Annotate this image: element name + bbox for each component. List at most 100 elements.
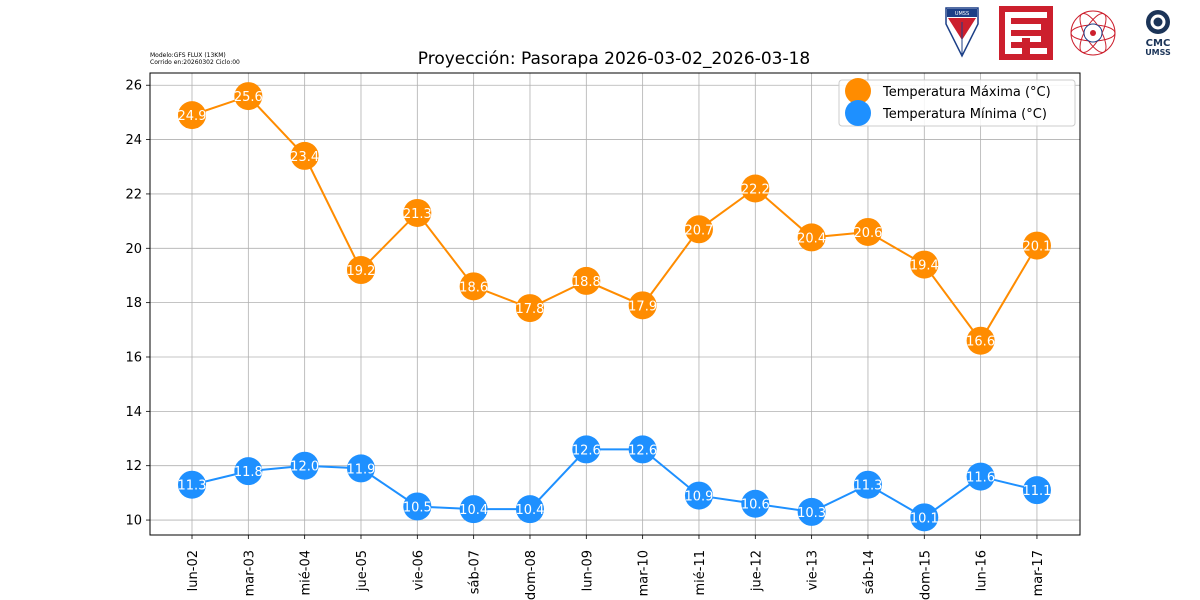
data-label: 11.3: [853, 479, 882, 494]
data-label: 18.8: [572, 275, 601, 290]
x-tick-label: lun-16: [975, 550, 990, 591]
y-tick-label: 20: [125, 242, 142, 257]
y-tick-label: 16: [125, 350, 142, 365]
data-point: [178, 470, 206, 499]
data-point: [515, 294, 544, 323]
legend-label: Temperatura Mínima (°C): [882, 107, 1047, 122]
data-point: [966, 326, 995, 355]
legend-marker: [845, 100, 871, 126]
data-label: 20.4: [797, 231, 826, 246]
data-point: [966, 462, 995, 491]
x-tick-label: mar-17: [1031, 550, 1046, 596]
data-label: 17.9: [628, 299, 657, 314]
data-point: [346, 256, 375, 285]
data-point: [684, 481, 713, 510]
legend: Temperatura Máxima (°C) Temperatura Mínim…: [838, 78, 1076, 127]
data-point: [178, 101, 206, 130]
data-label: 25.6: [234, 90, 263, 105]
data-label: 24.9: [178, 109, 207, 124]
data-label: 10.4: [516, 503, 545, 518]
data-point: [910, 503, 939, 532]
grid-layer: [150, 73, 1080, 535]
x-tick-label: jue-05: [355, 550, 370, 592]
x-tick-label: jue-12: [749, 550, 764, 592]
data-label: 11.6: [966, 471, 995, 486]
data-label: 10.6: [741, 498, 770, 513]
data-point: [572, 435, 601, 464]
legend-box: [838, 79, 1076, 127]
data-point: [459, 495, 488, 524]
data-point: [797, 223, 826, 252]
data-point: [853, 217, 882, 246]
x-tick-label: vie-06: [411, 550, 426, 591]
data-point: [1022, 231, 1051, 260]
data-point: [628, 291, 657, 320]
cmc-text: CMC: [1146, 38, 1171, 49]
series-layer: 24.9 25.6 23.4 19.2 21.3 18.6 17.8 18.8 17.9 20.7…: [178, 82, 1051, 532]
data-point: [290, 451, 319, 480]
data-label: 10.5: [403, 500, 432, 515]
data-point: [234, 457, 263, 486]
data-label: 23.4: [290, 150, 319, 165]
data-label: 11.3: [178, 479, 207, 494]
series-line: [191, 448, 1038, 519]
data-point: [628, 435, 657, 464]
data-point: [290, 141, 319, 170]
data-point: [1022, 476, 1051, 505]
data-point: [684, 215, 713, 244]
data-point: [403, 492, 432, 521]
cmc-sub-text: UMSS: [1145, 48, 1171, 57]
data-point: [572, 266, 601, 295]
x-tick-label: mar-03: [242, 550, 257, 596]
x-tick-label: sáb-07: [468, 550, 483, 594]
x-tick-label: dom-08: [524, 550, 539, 600]
x-tick-label: sáb-14: [862, 550, 877, 594]
cmc-umss-logo: CMC UMSS: [1145, 10, 1171, 57]
data-label: 10.3: [797, 506, 826, 521]
y-tick-label: 12: [125, 459, 142, 474]
x-tick-label: dom-15: [918, 550, 933, 600]
data-point: [234, 82, 263, 111]
y-tick-label: 22: [125, 187, 142, 202]
y-tick-label: 24: [125, 133, 142, 148]
legend-marker: [845, 78, 871, 104]
legend-label: Temperatura Máxima (°C): [882, 85, 1051, 100]
data-label: 18.6: [459, 280, 488, 295]
axes-layer: lun-02 mar-03 mié-04 jue-05 vie-06 sáb-07 dom-…: [125, 72, 1081, 600]
y-tick-label: 14: [125, 405, 142, 420]
data-label: 10.1: [910, 511, 939, 526]
y-tick-label: 18: [125, 296, 142, 311]
y-tick-label: 26: [125, 79, 142, 94]
y-tick-label: 10: [125, 514, 142, 529]
series-min: 11.3 11.8 12.0 11.9 10.5 10.4 10.4 12.6 12.6 10.9…: [178, 435, 1051, 532]
x-tick-label: lun-02: [186, 550, 201, 591]
data-label: 20.1: [1022, 240, 1051, 255]
series-line: [191, 94, 1038, 343]
data-label: 11.9: [347, 462, 376, 477]
umss-badge-text: UMSS: [955, 11, 969, 17]
data-label: 10.4: [459, 503, 488, 518]
x-tick-label: mar-10: [637, 550, 652, 596]
chart-title: Proyección: Pasorapa 2026-03-02_2026-03-…: [418, 49, 811, 69]
series-max: 24.9 25.6 23.4 19.2 21.3 18.6 17.8 18.8 17.9 20.7…: [178, 82, 1051, 355]
data-label: 20.7: [684, 223, 713, 238]
data-label: 17.8: [516, 302, 545, 317]
data-label: 11.8: [234, 465, 263, 480]
data-point: [459, 272, 488, 301]
data-label: 11.1: [1022, 484, 1051, 499]
data-label: 12.6: [572, 443, 601, 458]
data-point: [910, 250, 939, 279]
plot-frame: [149, 72, 1081, 536]
data-label: 16.6: [966, 335, 995, 350]
data-label: 12.6: [628, 443, 657, 458]
data-label: 19.2: [347, 264, 376, 279]
data-label: 22.2: [741, 183, 770, 198]
data-label: 21.3: [403, 207, 432, 222]
atom-seal-logo: [1070, 10, 1116, 56]
data-label: 10.9: [684, 490, 713, 505]
data-point: [741, 174, 770, 203]
run-info: Corrido en:20260302 Ciclo:00: [150, 59, 240, 66]
data-point: [346, 454, 375, 483]
x-tick-label: mié-11: [693, 550, 708, 596]
